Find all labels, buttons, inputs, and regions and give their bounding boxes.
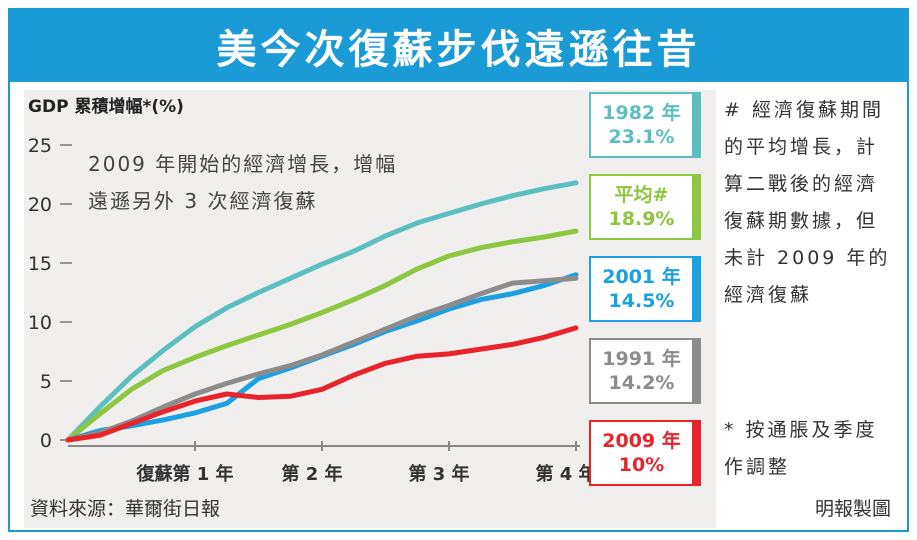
source-note: 資料來源：華爾街日報	[30, 498, 221, 520]
legend-box-2001-value: 14.5%	[608, 290, 675, 312]
chart-title: 美今次復蘇步伐遠遜往昔	[216, 27, 701, 73]
legend-box-1991-value: 14.2%	[608, 372, 675, 394]
y-tick-label: 15	[28, 253, 52, 275]
footnote-adjustment: * 按通脹及季度作調整	[724, 419, 878, 478]
legend-box-1991-year: 1991 年	[602, 348, 681, 370]
legend-box-2009-year: 2009 年	[602, 430, 681, 452]
legend-box-1982: 1982 年 23.1%	[589, 92, 701, 158]
x-tick-label: 復蘇第 1 年	[135, 463, 233, 485]
y-axis-label: GDP 累積增幅*(%)	[28, 97, 184, 117]
title-bar: 美今次復蘇步伐遠遜往昔	[10, 10, 907, 82]
y-tick-label: 20	[28, 194, 52, 216]
legend-box-2009: 2009 年 10%	[589, 420, 701, 486]
series-line	[65, 325, 579, 443]
x-tick-label: 第 2 年	[281, 463, 342, 485]
series-line	[65, 275, 579, 443]
series-line	[65, 228, 579, 443]
y-tick-label: 5	[40, 371, 52, 393]
legend-box-2009-value: 10%	[618, 454, 665, 476]
legend-box-1982-value: 23.1%	[608, 126, 675, 148]
x-tick-label: 第 4 年	[535, 463, 596, 485]
credit-note: 明報製圖	[814, 498, 891, 520]
legend-box-average: 平均# 18.9%	[589, 174, 701, 240]
y-tick-label: 10	[28, 312, 52, 334]
y-tick-label: 25	[28, 135, 52, 157]
legend-box-2001: 2001 年 14.5%	[589, 256, 701, 322]
legend-box-average-value: 18.9%	[608, 208, 675, 230]
legend-box-1982-year: 1982 年	[602, 102, 681, 124]
chart-annotation: 2009 年開始的經濟增長，增幅遠遜另外 3 次經濟復蘇	[88, 152, 398, 213]
legend-box-average-label: 平均#	[614, 184, 669, 206]
legend-box-1991: 1991 年 14.2%	[589, 338, 701, 404]
x-tick-label: 第 3 年	[408, 463, 469, 485]
series-line	[65, 180, 579, 443]
y-tick-label: 0	[40, 430, 52, 452]
footnote-average: # 經濟復蘇期間的平均增長，計算二戰後的經濟復蘇期數據，但未計 2009 年的經…	[724, 99, 891, 306]
legend-box-2001-year: 2001 年	[602, 266, 681, 288]
